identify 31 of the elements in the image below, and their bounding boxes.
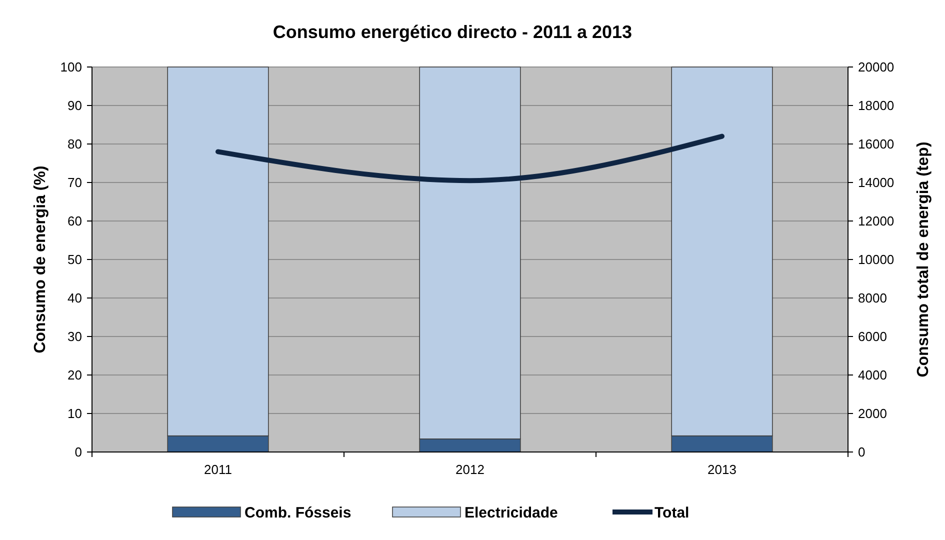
y-tick-label: 0 bbox=[74, 444, 82, 460]
legend-label: Electricidade bbox=[464, 504, 558, 522]
y2-tick-label: 14000 bbox=[858, 175, 894, 190]
y-tick-label: 80 bbox=[68, 136, 82, 152]
chart-title: Consumo energético directo - 2011 a 2013 bbox=[272, 22, 632, 42]
y2-tick-label: 8000 bbox=[858, 290, 887, 306]
y-tick-label: 50 bbox=[68, 252, 82, 268]
y-axis-title: Consumo de energia (%) bbox=[32, 166, 49, 354]
y2-tick-label: 6000 bbox=[858, 329, 887, 344]
x-tick-label: 2013 bbox=[708, 462, 736, 477]
y2-tick-label: 18000 bbox=[858, 98, 894, 114]
legend-label: Total bbox=[654, 504, 690, 522]
y-tick-label: 70 bbox=[68, 175, 82, 190]
x-tick-label: 2011 bbox=[204, 462, 232, 477]
y-tick-label: 40 bbox=[68, 290, 82, 306]
y-tick-label: 20 bbox=[68, 368, 82, 383]
y-tick-label: 100 bbox=[60, 60, 82, 75]
legend-label: Comb. Fósseis bbox=[244, 504, 352, 522]
x-tick-label: 2012 bbox=[456, 462, 484, 477]
y2-tick-label: 4000 bbox=[858, 368, 887, 383]
y-tick-label: 10 bbox=[68, 406, 82, 422]
y-tick-label: 60 bbox=[68, 214, 82, 229]
y-tick-label: 90 bbox=[68, 98, 82, 114]
y2-axis-title: Consumo total de energia (tep) bbox=[915, 142, 932, 378]
y-tick-label: 30 bbox=[68, 329, 82, 344]
y2-tick-label: 2000 bbox=[858, 406, 887, 422]
y2-tick-label: 10000 bbox=[858, 252, 894, 268]
y2-tick-label: 16000 bbox=[858, 136, 894, 152]
y2-tick-label: 0 bbox=[858, 444, 866, 460]
y2-tick-label: 20000 bbox=[858, 60, 894, 75]
y2-tick-label: 12000 bbox=[858, 214, 894, 229]
